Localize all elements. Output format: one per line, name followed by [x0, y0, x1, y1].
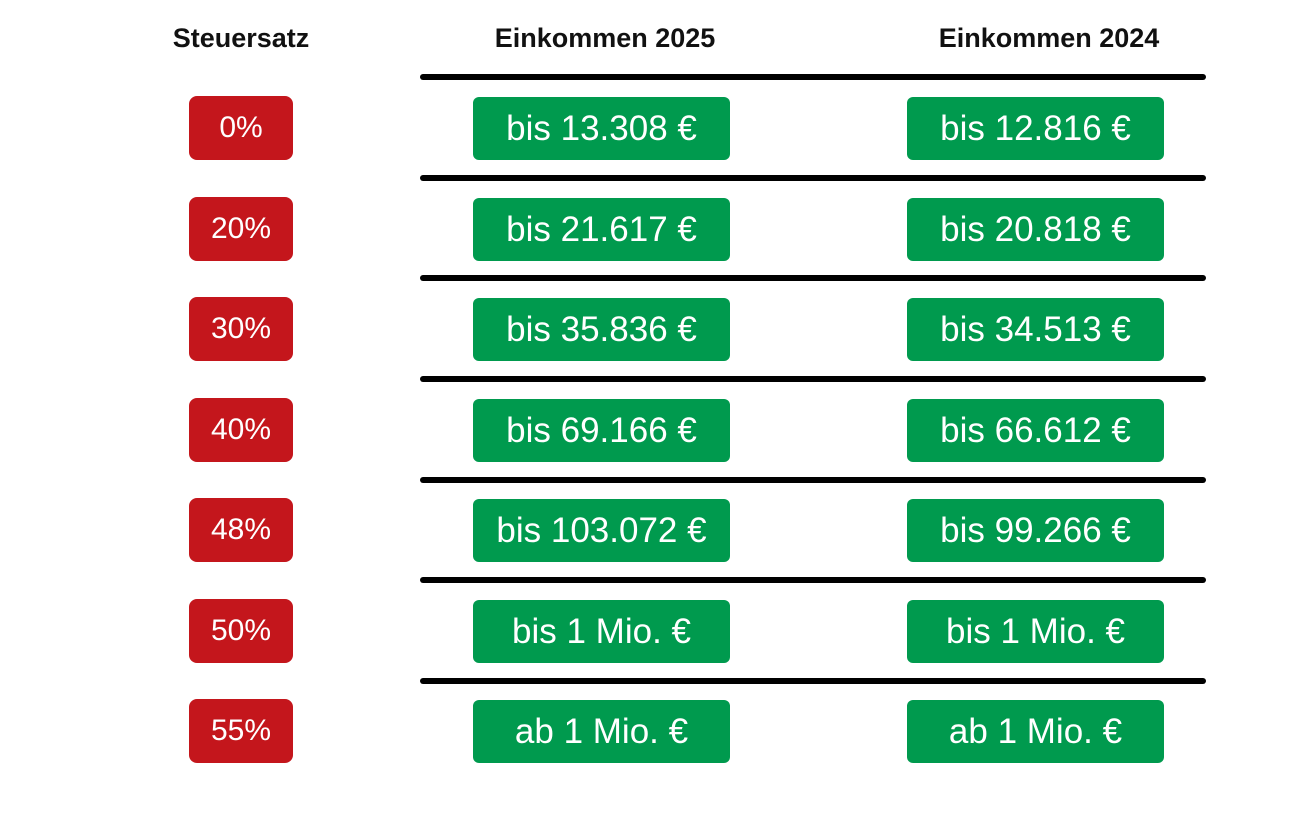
- income-2024-badge: bis 1 Mio. €: [907, 599, 1164, 663]
- income-2025-badge: bis 13.308 €: [473, 97, 730, 160]
- table-row: 48% bis 103.072 € bis 99.266 €: [0, 498, 1290, 599]
- divider: [420, 678, 1206, 684]
- income-2024-badge: bis 12.816 €: [907, 97, 1164, 160]
- divider: [420, 376, 1206, 382]
- table-row: 50% bis 1 Mio. € bis 1 Mio. €: [0, 598, 1290, 700]
- divider: [420, 175, 1206, 181]
- income-2024-badge: bis 34.513 €: [907, 298, 1164, 361]
- divider: [420, 74, 1206, 80]
- income-2024-badge: bis 66.612 €: [907, 398, 1164, 462]
- table-row: 30% bis 35.836 € bis 34.513 €: [0, 297, 1290, 398]
- tax-rate-badge: 30%: [189, 297, 293, 361]
- table-row: 0% bis 13.308 € bis 12.816 €: [0, 96, 1290, 197]
- header-income-2024: Einkommen 2024: [938, 23, 1160, 53]
- divider: [420, 477, 1206, 483]
- income-2025-badge: ab 1 Mio. €: [473, 700, 730, 763]
- table-row: 20% bis 21.617 € bis 20.818 €: [0, 196, 1290, 298]
- income-2025-badge: bis 21.617 €: [473, 197, 730, 261]
- header-tax-rate: Steuersatz: [172, 23, 310, 53]
- tax-rate-badge: 50%: [189, 598, 293, 663]
- income-2024-badge: ab 1 Mio. €: [907, 700, 1164, 763]
- tax-rate-badge: 55%: [189, 699, 293, 763]
- income-2025-badge: bis 103.072 €: [473, 499, 730, 562]
- income-2025-badge: bis 35.836 €: [473, 298, 730, 361]
- tax-rate-badge: 40%: [189, 397, 293, 462]
- tax-rate-badge: 0%: [189, 96, 293, 160]
- tax-rate-badge: 20%: [189, 196, 293, 261]
- tax-rate-badge: 48%: [189, 498, 293, 562]
- income-2024-badge: bis 99.266 €: [907, 499, 1164, 562]
- table-row: 40% bis 69.166 € bis 66.612 €: [0, 397, 1290, 499]
- income-2025-badge: bis 69.166 €: [473, 398, 730, 462]
- table-row: 55% ab 1 Mio. € ab 1 Mio. €: [0, 699, 1290, 800]
- divider: [420, 275, 1206, 281]
- divider: [420, 577, 1206, 583]
- income-2024-badge: bis 20.818 €: [907, 197, 1164, 261]
- table-body: 0% bis 13.308 € bis 12.816 € 20% bis 21.…: [0, 96, 1290, 800]
- income-2025-badge: bis 1 Mio. €: [473, 599, 730, 663]
- header-income-2025: Einkommen 2025: [494, 23, 716, 53]
